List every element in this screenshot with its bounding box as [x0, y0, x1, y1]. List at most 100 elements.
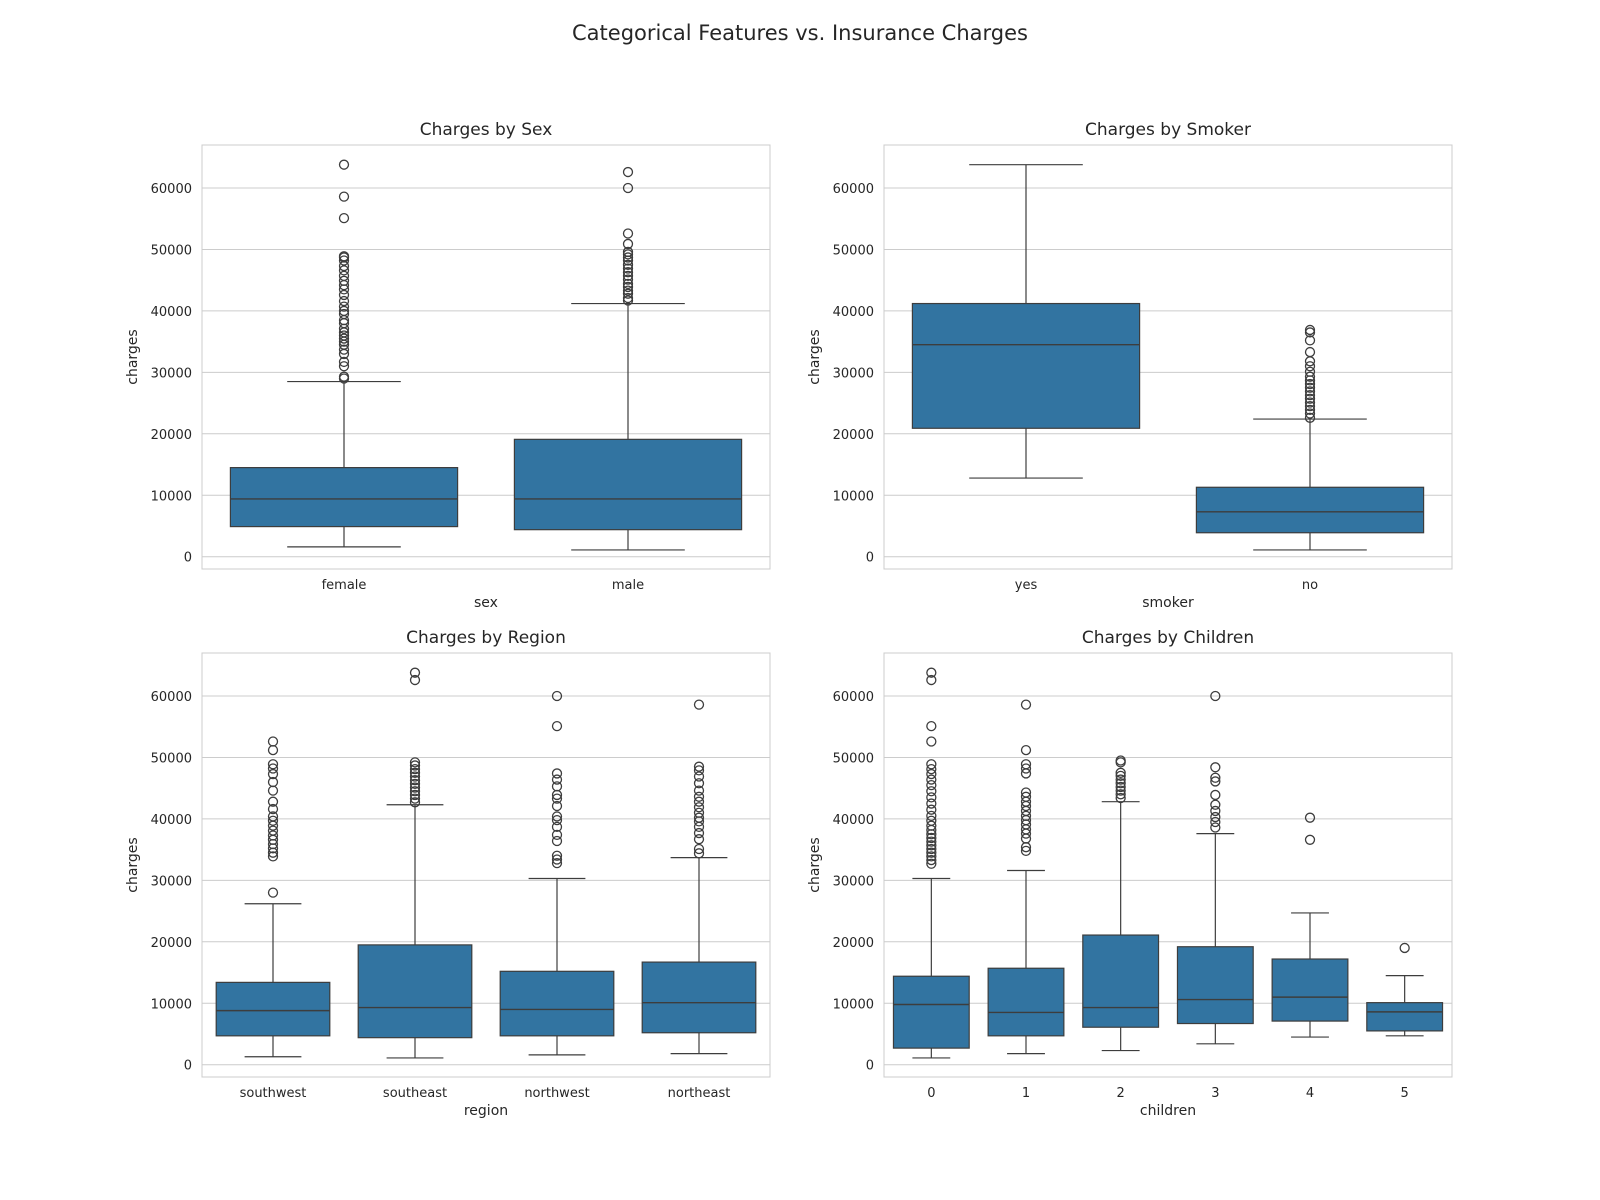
iqr-box — [892, 975, 970, 1049]
outlier-point — [267, 736, 279, 747]
outlier-point — [409, 667, 421, 678]
outlier-point — [693, 834, 705, 845]
y-tick-label: 10000 — [151, 489, 192, 504]
outlier-point — [338, 295, 350, 307]
outlier-point — [409, 789, 421, 801]
subplot-title: Charges by Smoker — [1085, 120, 1251, 140]
outlier-point — [1304, 346, 1316, 358]
outlier-point — [622, 252, 634, 263]
outlier-point — [1115, 770, 1126, 782]
outlier-point — [622, 228, 634, 239]
box-southeast — [357, 667, 473, 1059]
outlier-point — [1210, 789, 1221, 801]
outlier-point — [926, 804, 937, 815]
outlier-point — [551, 835, 563, 847]
outlier-point — [693, 699, 705, 710]
y-axis-label: charges — [125, 837, 141, 892]
outlier-point — [1115, 767, 1126, 778]
outlier-point — [1304, 366, 1316, 377]
subplot-2: 0 10000 20000 30000 40000 50000 60000 Charges b… — [807, 120, 1453, 611]
outlier-point — [551, 768, 563, 779]
iqr-box — [1082, 934, 1160, 1028]
y-tick-label: 20000 — [151, 936, 192, 951]
outlier-point — [551, 690, 563, 702]
outlier-point — [1304, 335, 1316, 346]
outlier-point — [338, 265, 350, 276]
outlier-point — [1115, 785, 1126, 796]
outlier-point — [409, 757, 421, 768]
x-tick-label: northeast — [668, 1086, 731, 1101]
outlier-point — [409, 674, 421, 686]
box-male — [513, 166, 743, 551]
outlier-point — [1304, 408, 1316, 419]
x-tick-label: 0 — [927, 1086, 935, 1101]
y-tick-label: 10000 — [833, 489, 874, 504]
outlier-point — [1304, 812, 1316, 823]
outlier-point — [338, 275, 350, 286]
outlier-point — [622, 166, 634, 178]
outlier-point — [1210, 762, 1221, 773]
subplot-4: 0 10000 20000 30000 40000 50000 60000 Charges b… — [807, 628, 1453, 1119]
outlier-point — [267, 768, 279, 780]
outlier-point — [1020, 744, 1032, 756]
outlier-point — [1210, 772, 1221, 783]
y-tick-label: 30000 — [151, 366, 192, 381]
iqr-box — [987, 967, 1065, 1037]
outlier-point — [338, 212, 350, 224]
outlier-point — [622, 288, 634, 299]
outlier-point — [926, 768, 937, 780]
box-2 — [1082, 755, 1160, 1052]
y-tick-label: 20000 — [833, 428, 874, 443]
outlier-point — [622, 292, 634, 304]
box-5 — [1366, 942, 1444, 1037]
outlier-point — [338, 251, 350, 262]
outlier-point — [622, 278, 634, 290]
outlier-point — [338, 308, 350, 320]
outlier-point — [267, 776, 279, 788]
iqr-box — [1366, 1002, 1444, 1032]
outlier-point — [551, 811, 563, 822]
y-tick-label: 10000 — [833, 997, 874, 1012]
outlier-point — [1115, 778, 1126, 789]
outlier-point — [693, 791, 705, 802]
outlier-point — [693, 796, 705, 807]
box-0 — [892, 667, 970, 1059]
outlier-point — [693, 848, 705, 859]
subplots: 0 10000 20000 30000 40000 50000 60000 Charges b… — [125, 120, 1453, 1119]
y-tick-label: 50000 — [151, 243, 192, 258]
iqr-box — [499, 970, 615, 1037]
outlier-point — [1304, 361, 1316, 372]
outlier-point — [1304, 401, 1316, 412]
outlier-point — [338, 305, 350, 317]
y-tick-label: 20000 — [151, 428, 192, 443]
outlier-point — [622, 281, 634, 293]
x-tick-label: 4 — [1306, 1086, 1314, 1101]
outlier-point — [1304, 382, 1316, 393]
iqr-box — [215, 981, 331, 1037]
outlier-point — [693, 765, 705, 776]
outlier-point — [409, 793, 421, 804]
y-tick-label: 40000 — [151, 813, 192, 828]
outlier-point — [338, 333, 350, 344]
outlier-point — [1115, 792, 1126, 804]
outlier-point — [1210, 822, 1221, 833]
outlier-point — [926, 840, 937, 851]
plot-area — [883, 652, 1453, 1078]
outlier-point — [693, 807, 705, 818]
outlier-point — [338, 270, 350, 282]
outlier-point — [267, 763, 279, 774]
outlier-point — [926, 820, 937, 831]
outlier-point — [267, 815, 279, 826]
box-female — [229, 159, 459, 548]
y-tick-label: 30000 — [833, 874, 874, 889]
outlier-point — [926, 854, 937, 866]
y-tick-label: 0 — [184, 551, 192, 566]
outlier-point — [338, 191, 350, 202]
subplot-3: 0 10000 20000 30000 40000 50000 60000 Charges b… — [125, 628, 771, 1119]
outlier-point — [551, 720, 563, 732]
outlier-point — [267, 851, 279, 862]
outlier-point — [551, 793, 563, 804]
y-tick-label: 10000 — [151, 997, 192, 1012]
y-tick-label: 60000 — [833, 182, 874, 197]
subplot-title: Charges by Sex — [420, 120, 553, 140]
